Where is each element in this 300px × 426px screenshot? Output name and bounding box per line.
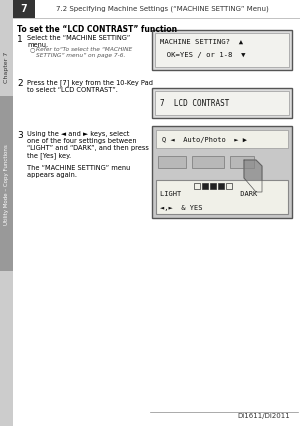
Text: 1: 1 xyxy=(17,35,23,44)
Text: The “MACHINE SETTING” menu
appears again.: The “MACHINE SETTING” menu appears again… xyxy=(27,164,130,178)
Text: Select the “MACHINE SETTING”
menu.: Select the “MACHINE SETTING” menu. xyxy=(27,35,130,48)
FancyBboxPatch shape xyxy=(155,34,289,68)
Text: ◄,►  & YES: ◄,► & YES xyxy=(160,204,202,210)
FancyBboxPatch shape xyxy=(156,131,288,149)
FancyBboxPatch shape xyxy=(194,184,200,190)
FancyBboxPatch shape xyxy=(202,184,208,190)
Text: 7.2 Specifying Machine Settings (“MACHINE SETTING” Menu): 7.2 Specifying Machine Settings (“MACHIN… xyxy=(56,6,268,12)
Text: 7: 7 xyxy=(21,4,27,14)
FancyBboxPatch shape xyxy=(218,184,224,190)
Text: Utility Mode – Copy Functions: Utility Mode – Copy Functions xyxy=(4,144,9,225)
Text: 2: 2 xyxy=(17,79,22,88)
FancyBboxPatch shape xyxy=(192,157,224,169)
FancyBboxPatch shape xyxy=(155,92,289,116)
FancyBboxPatch shape xyxy=(152,127,292,219)
Text: Q ◄  Auto/Photo  ► ▶: Q ◄ Auto/Photo ► ▶ xyxy=(162,137,247,143)
FancyBboxPatch shape xyxy=(158,157,186,169)
Text: Refer to“To select the “MACHINE
SETTING” menu” on page 7-6.: Refer to“To select the “MACHINE SETTING”… xyxy=(36,47,132,58)
FancyBboxPatch shape xyxy=(210,184,216,190)
Text: Press the [7] key from the 10-Key Pad
to select “LCD CONTRAST”.: Press the [7] key from the 10-Key Pad to… xyxy=(27,79,153,92)
FancyBboxPatch shape xyxy=(13,0,35,19)
FancyBboxPatch shape xyxy=(152,31,292,71)
Polygon shape xyxy=(244,161,262,193)
FancyBboxPatch shape xyxy=(226,184,232,190)
Text: To set the “LCD CONTRAST” function: To set the “LCD CONTRAST” function xyxy=(17,25,177,34)
Text: LIGHT: LIGHT xyxy=(160,190,185,196)
FancyBboxPatch shape xyxy=(0,97,13,271)
Text: DARK: DARK xyxy=(236,190,257,196)
Text: MACHINE SETTING?  ▲: MACHINE SETTING? ▲ xyxy=(160,39,243,45)
FancyBboxPatch shape xyxy=(152,89,292,119)
Text: ○: ○ xyxy=(30,47,35,52)
FancyBboxPatch shape xyxy=(0,0,13,426)
Text: 3: 3 xyxy=(17,131,23,140)
Text: Chapter 7: Chapter 7 xyxy=(4,51,9,83)
Text: Di1611/Di2011: Di1611/Di2011 xyxy=(237,412,290,418)
Text: OK=YES / or 1-8  ▼: OK=YES / or 1-8 ▼ xyxy=(158,52,245,58)
FancyBboxPatch shape xyxy=(230,157,254,169)
Text: 7  LCD CONTRAST: 7 LCD CONTRAST xyxy=(160,99,230,108)
Text: Using the ◄ and ► keys, select
one of the four settings between
“LIGHT” and “DAR: Using the ◄ and ► keys, select one of th… xyxy=(27,131,149,158)
FancyBboxPatch shape xyxy=(156,181,288,215)
